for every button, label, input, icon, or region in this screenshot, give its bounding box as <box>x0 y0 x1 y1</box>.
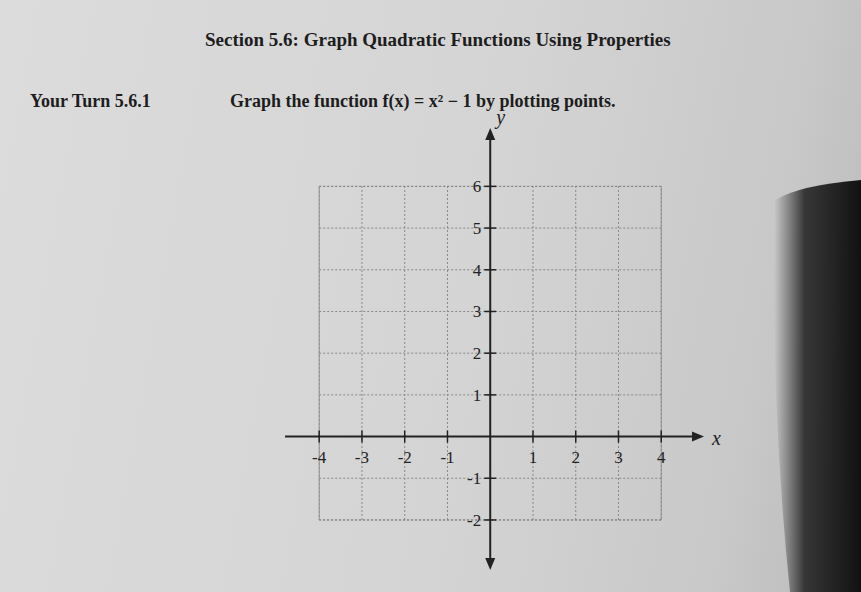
y-tick <box>484 394 496 396</box>
y-tick <box>484 311 496 313</box>
y-tick <box>484 186 496 188</box>
axes: -4 -3 -2 -1 1 2 3 4 -2 -1 1 2 3 4 5 6 <box>285 128 704 570</box>
x-tick <box>447 431 449 443</box>
x-tick-label: 4 <box>657 448 666 467</box>
x-tick <box>575 431 577 443</box>
x-tick-label: 2 <box>571 448 580 467</box>
x-tick <box>318 431 320 443</box>
grid-line <box>361 186 362 520</box>
y-tick-label: 6 <box>473 177 482 196</box>
page: Section 5.6: Graph Quadratic Functions U… <box>0 0 861 592</box>
x-tick-label: -3 <box>355 448 369 467</box>
x-axis <box>285 436 698 438</box>
exercise-prompt: Graph the function f(x) = x² − 1 by plot… <box>230 91 615 112</box>
y-tick-label: 1 <box>473 386 482 405</box>
y-tick <box>484 352 496 354</box>
y-tick-label: 2 <box>473 344 482 363</box>
x-axis-label: x <box>711 427 721 449</box>
x-tick <box>361 431 363 443</box>
y-axis-label: y <box>494 106 505 129</box>
grid-line <box>319 478 661 479</box>
x-tick-label: 3 <box>614 448 623 467</box>
grid-line <box>319 519 661 520</box>
y-arrow <box>485 558 495 570</box>
x-tick <box>660 431 662 443</box>
y-tick <box>484 519 496 521</box>
y-tick-label: 3 <box>473 302 482 321</box>
x-tick-label: -2 <box>398 448 412 467</box>
y-tick-label: 5 <box>473 219 482 238</box>
x-tick <box>532 431 534 443</box>
y-arrow <box>485 128 495 140</box>
y-tick <box>484 478 496 480</box>
title: Section 5.6: Graph Quadratic Functions U… <box>205 29 671 50</box>
y-tick <box>484 227 496 229</box>
grid-line <box>319 228 661 229</box>
x-tick-label: 1 <box>529 448 538 467</box>
y-tick-label: 4 <box>473 261 482 280</box>
grid-line <box>319 353 661 354</box>
x-tick <box>618 431 620 443</box>
grid-line <box>618 186 619 520</box>
x-arrow <box>692 432 704 442</box>
x-tick-label: -4 <box>312 448 327 467</box>
y-axis <box>489 134 491 564</box>
shadow <box>774 180 861 592</box>
y-tick-label: -2 <box>467 511 481 530</box>
grid-line <box>319 311 661 312</box>
grid-line <box>319 269 661 270</box>
y-tick-label: -1 <box>467 469 481 488</box>
exercise-label: Your Turn 5.6.1 <box>30 91 151 111</box>
grid-line <box>319 186 661 187</box>
grid-line <box>319 394 661 395</box>
y-tick <box>484 269 496 271</box>
x-tick <box>404 431 406 443</box>
x-tick-label: -1 <box>440 448 454 467</box>
